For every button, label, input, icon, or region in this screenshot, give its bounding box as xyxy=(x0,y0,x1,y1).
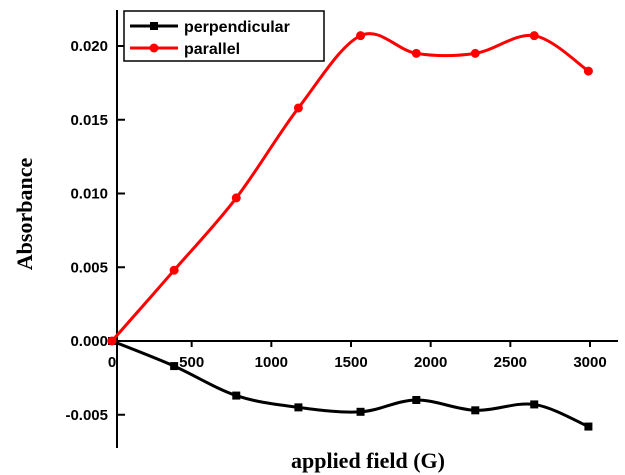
data-point-perpendicular xyxy=(170,362,179,371)
data-point-perpendicular xyxy=(232,391,241,400)
data-point-parallel xyxy=(470,48,480,58)
x-tick-label: 2000 xyxy=(414,354,447,371)
data-point-parallel xyxy=(411,48,421,58)
x-ticks: 500 1000 1500 2000 2500 3000 xyxy=(179,341,607,371)
data-point-perpendicular xyxy=(356,407,365,416)
series-line-parallel xyxy=(110,32,590,342)
legend: perpendicular parallel xyxy=(123,10,325,62)
data-point-parallel xyxy=(583,66,593,76)
origin-tick-label: 0 xyxy=(108,354,116,371)
data-point-parallel xyxy=(356,31,366,41)
y-axis-title: Absorbance xyxy=(12,158,37,271)
data-point-parallel xyxy=(169,265,179,275)
data-point-parallel xyxy=(529,31,539,41)
legend-marker-perpendicular xyxy=(150,22,158,30)
y-tick-label: 0.010 xyxy=(70,186,108,203)
x-axis-title: applied field (G) xyxy=(291,448,445,473)
data-point-perpendicular xyxy=(294,403,303,412)
x-tick-label: 3000 xyxy=(573,354,606,371)
data-point-perpendicular xyxy=(584,422,593,431)
data-point-parallel xyxy=(231,193,241,203)
data-point-perpendicular xyxy=(412,396,421,404)
legend-marker-parallel xyxy=(149,43,159,53)
legend-label-perpendicular: perpendicular xyxy=(184,19,290,36)
y-tick-label: 0.000 xyxy=(70,333,108,350)
legend-label-parallel: parallel xyxy=(184,41,240,58)
data-point-parallel xyxy=(107,336,117,346)
y-tick-label: 0.015 xyxy=(70,112,108,129)
x-tick-label: 1500 xyxy=(334,354,367,371)
series-layer xyxy=(107,31,593,431)
legend-box xyxy=(123,10,325,62)
data-point-perpendicular xyxy=(530,400,539,409)
axes xyxy=(112,10,618,448)
y-tick-label: 0.020 xyxy=(70,38,108,55)
x-tick-label: 500 xyxy=(179,354,204,371)
data-point-perpendicular xyxy=(471,406,480,415)
data-point-parallel xyxy=(293,103,303,113)
y-tick-label: -0.005 xyxy=(65,407,108,424)
y-ticks: 0.020 0.015 0.010 0.005 0.000 -0.005 xyxy=(65,38,125,424)
x-tick-label: 2500 xyxy=(494,354,527,371)
y-tick-label: 0.005 xyxy=(70,259,108,276)
x-tick-label: 1000 xyxy=(255,354,288,371)
